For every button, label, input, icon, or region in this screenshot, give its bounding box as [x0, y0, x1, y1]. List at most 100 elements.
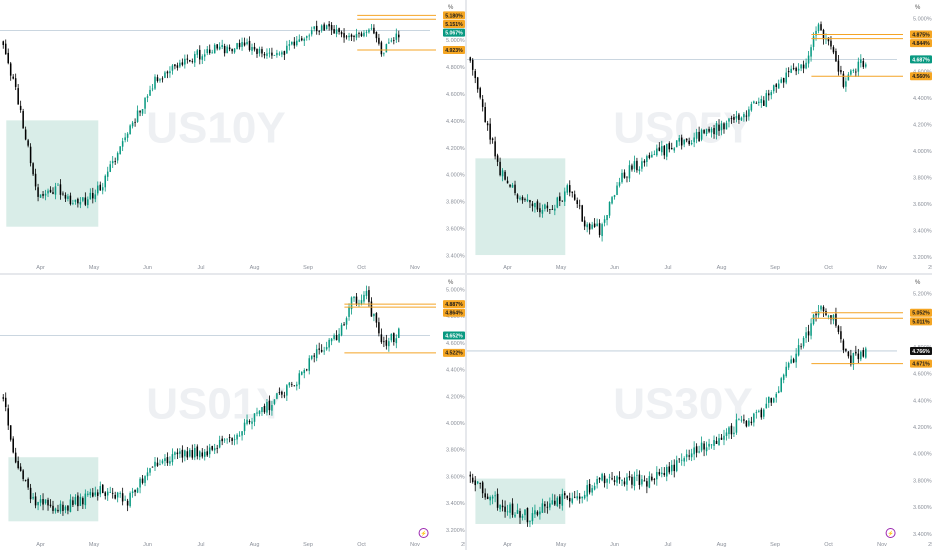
- candle-body: [852, 352, 855, 365]
- candle-body: [111, 161, 114, 164]
- candle-body: [708, 128, 710, 132]
- candle-body: [34, 496, 37, 506]
- candle-body: [578, 205, 581, 207]
- candle-body: [141, 478, 144, 483]
- y-tick-label: 3.400%: [913, 228, 932, 234]
- candle-body: [2, 397, 5, 399]
- candle-body: [383, 53, 385, 55]
- candle-body: [156, 462, 159, 466]
- candle-body: [77, 198, 79, 204]
- chart-panel-top-right[interactable]: US05Y5.000%4.800%4.600%4.400%4.200%4.000…: [467, 0, 932, 273]
- panel-divider-horizontal[interactable]: [0, 273, 932, 275]
- candle-body: [313, 26, 315, 29]
- panel-divider-vertical[interactable]: [465, 0, 467, 550]
- y-tick-label: 5.000%: [446, 288, 465, 294]
- candle-body: [159, 79, 161, 81]
- candle-body: [266, 402, 268, 413]
- candle-body: [134, 489, 136, 493]
- candle-body: [730, 425, 733, 435]
- candle-body: [586, 224, 588, 228]
- candle-body: [521, 515, 524, 518]
- candle-body: [169, 461, 171, 464]
- candle-body: [283, 51, 286, 55]
- candle-body: [601, 224, 603, 237]
- candle-body: [613, 195, 616, 197]
- y-tick-label: 3.800%: [446, 448, 465, 454]
- candle-body: [206, 451, 209, 456]
- candle-body: [546, 506, 549, 508]
- candle-body: [288, 382, 291, 386]
- candle-body: [837, 60, 840, 72]
- candle-body: [114, 494, 116, 499]
- candle-body: [651, 154, 653, 158]
- chart-panel-bottom-left[interactable]: US01Y 5.000% 4.800% 4.600% 4.400% 4.200% 4.000…: [0, 275, 465, 550]
- chart-panel-top-left[interactable]: US10Y 5.000% 4.800% 4.600% 4.400% 4.200% 4.000…: [0, 0, 465, 273]
- candle-body: [760, 98, 763, 104]
- candle-body: [390, 333, 393, 341]
- candle-body: [375, 31, 378, 39]
- candle-body: [596, 223, 598, 227]
- candle-body: [216, 447, 218, 449]
- candle-body: [541, 209, 544, 214]
- candle-body: [181, 62, 184, 65]
- candle-body: [181, 449, 184, 458]
- candle-body: [315, 349, 318, 359]
- y-unit-label: %: [915, 280, 921, 286]
- candle-body: [4, 43, 7, 55]
- chart-panel-bottom-right[interactable]: US30Y5.200%5.000%4.800%4.600%4.400%4.200…: [467, 275, 932, 550]
- x-tick-label: Aug: [717, 265, 727, 271]
- candle-body: [126, 500, 129, 506]
- candle-body: [613, 480, 616, 482]
- candle-body: [218, 440, 221, 448]
- y-unit-label: %: [915, 5, 921, 11]
- candle-body: [74, 199, 77, 202]
- candle-body: [471, 59, 474, 70]
- candle-body: [765, 93, 768, 107]
- candle-body: [161, 78, 164, 80]
- candle-body: [32, 163, 34, 175]
- indicator-icon[interactable]: [885, 528, 896, 538]
- candle-body: [2, 41, 5, 45]
- candle-body: [64, 506, 67, 511]
- candle-body: [94, 194, 97, 200]
- candle-body: [484, 106, 486, 122]
- candle-body: [39, 194, 42, 198]
- chart-bottom-left: US01Y 5.000% 4.800% 4.600% 4.400% 4.200% 4.000…: [0, 275, 465, 550]
- candle-body: [310, 30, 313, 35]
- y-tick-label: 4.200%: [446, 394, 465, 400]
- candle-body: [683, 458, 685, 462]
- candle-body: [226, 438, 228, 440]
- candle-body: [541, 503, 544, 513]
- candle-body: [17, 88, 19, 105]
- x-tick-label: Nov: [410, 542, 420, 548]
- candle-body: [795, 67, 797, 72]
- candle-body: [862, 350, 865, 357]
- candle-body: [568, 497, 571, 502]
- candle-body: [830, 40, 832, 47]
- candle-body: [591, 488, 593, 493]
- candle-body: [554, 500, 556, 505]
- candle-body: [109, 164, 111, 172]
- candle-body: [119, 493, 121, 494]
- candle-body: [546, 205, 549, 209]
- candle-body: [476, 77, 479, 90]
- candle-body: [770, 92, 773, 96]
- y-tick-label: 3.200%: [913, 255, 932, 261]
- y-tick-label: 4.200%: [913, 425, 932, 431]
- candle-body: [792, 359, 795, 363]
- candle-body: [544, 504, 546, 507]
- candle-body: [581, 205, 583, 222]
- candle-body: [469, 474, 472, 477]
- candle-body: [328, 23, 330, 27]
- candle-body: [514, 514, 516, 517]
- candle-body: [333, 29, 335, 34]
- candle-body: [685, 138, 688, 141]
- candle-body: [104, 492, 107, 496]
- candle-body: [29, 487, 32, 500]
- candle-body: [471, 477, 474, 483]
- price-badge-label: 4.652%: [445, 333, 463, 339]
- indicator-icon[interactable]: [418, 528, 429, 538]
- candle-body: [189, 449, 191, 457]
- candle-body: [807, 331, 810, 336]
- candle-body: [850, 70, 852, 75]
